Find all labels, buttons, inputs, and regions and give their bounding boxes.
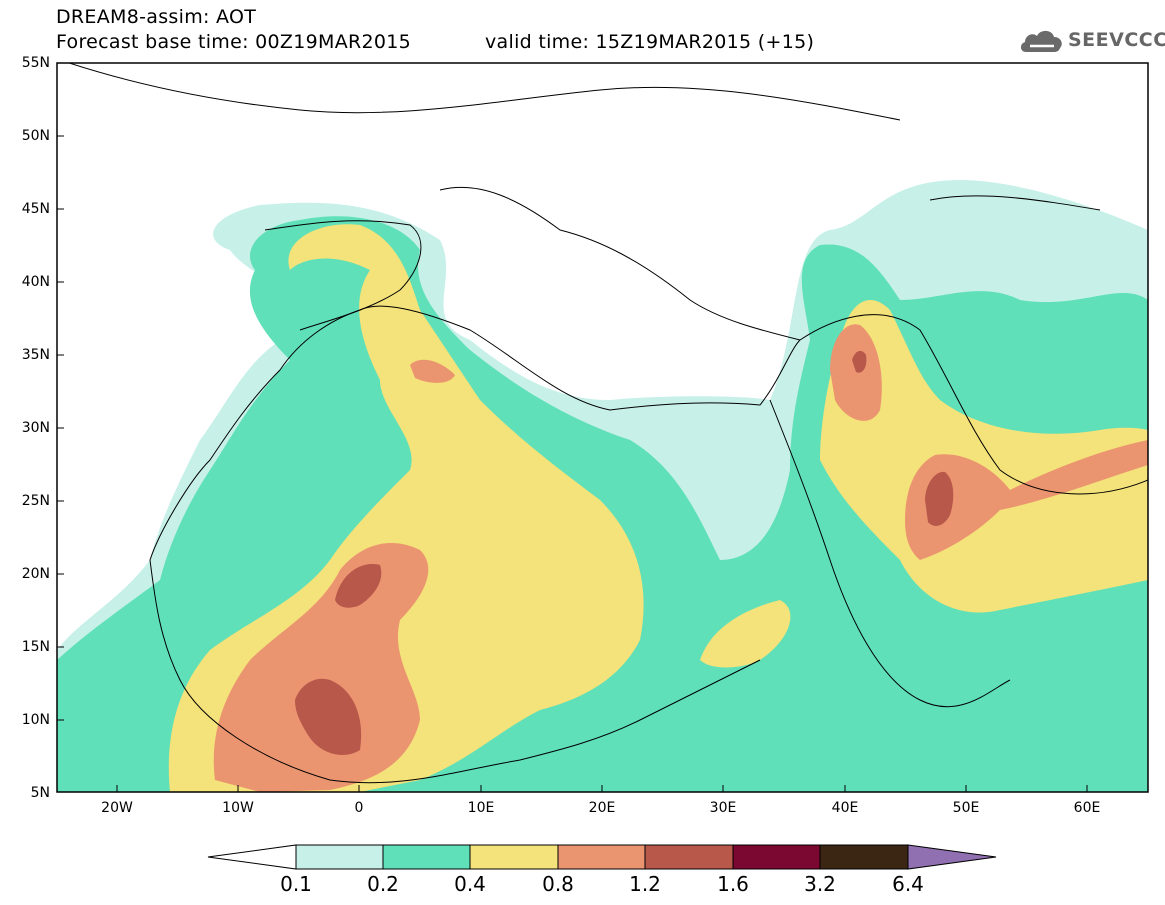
colorbar-tick-label: 0.2 xyxy=(367,872,399,896)
colorbar-swatch-0.1 xyxy=(295,844,384,870)
colorbar-upper-arrow xyxy=(907,844,997,870)
colorbar-swatch-0.8 xyxy=(557,844,646,870)
lon-tick-label: 40E xyxy=(831,800,859,816)
colorbar-tick-label: 0.1 xyxy=(280,872,312,896)
colorbar-tick-label: 0.4 xyxy=(454,872,486,896)
lat-tick-label: 40N xyxy=(21,274,50,290)
aot-field xyxy=(57,180,1148,792)
colorbar-lower-arrow xyxy=(207,844,297,870)
colorbar xyxy=(207,844,997,870)
colorbar-tick-label: 1.6 xyxy=(717,872,749,896)
logo-text: SEEVCCC xyxy=(1068,29,1165,51)
lat-tick-label: 50N xyxy=(21,128,50,144)
lon-tick-label: 10E xyxy=(467,800,495,816)
colorbar-tick-label: 3.2 xyxy=(804,872,836,896)
lon-tick-label: 0 xyxy=(354,800,364,816)
lon-tick-label: 30E xyxy=(709,800,737,816)
lat-tick-label: 45N xyxy=(21,201,50,217)
lon-tick-label: 50E xyxy=(952,800,980,816)
colorbar-swatch-3.2 xyxy=(819,844,909,870)
lat-tick-label: 55N xyxy=(21,55,50,71)
aot-layer-0.8b xyxy=(830,324,882,421)
aot-layer-1.2b xyxy=(295,678,362,755)
lat-tick-label: 10N xyxy=(21,712,50,728)
forecast-base-time: Forecast base time: 00Z19MAR2015 xyxy=(56,31,412,53)
aot-layer-1.2d xyxy=(852,350,867,373)
lon-tick-label: 20E xyxy=(588,800,616,816)
aot-layer-1.2c xyxy=(925,471,954,526)
valid-time: valid time: 15Z19MAR2015 (+15) xyxy=(485,31,815,53)
colorbar-tick-label: 6.4 xyxy=(892,872,924,896)
colorbar-swatch-1.2 xyxy=(644,844,734,870)
lon-tick-label: 60E xyxy=(1073,800,1101,816)
coastlines xyxy=(67,63,1148,784)
colorbar-swatch-0.2 xyxy=(382,844,471,870)
lat-tick-label: 35N xyxy=(21,347,50,363)
lat-tick-label: 15N xyxy=(21,639,50,655)
lat-tick-label: 25N xyxy=(21,493,50,509)
colorbar-tick-label: 1.2 xyxy=(629,872,661,896)
aot-layer-0.4c xyxy=(700,600,791,668)
colorbar-swatch-1.6 xyxy=(732,844,821,870)
lat-tick-label: 30N xyxy=(21,420,50,436)
colorbar-tick-label: 0.8 xyxy=(542,872,574,896)
cloud-icon xyxy=(1020,30,1062,52)
aot-layer-0.8 xyxy=(213,542,429,792)
aot-layer-0.4b xyxy=(820,300,1148,613)
map-title: DREAM8-assim: AOT xyxy=(56,6,257,28)
tick-marks xyxy=(57,62,1088,792)
lon-tick-label: 10W xyxy=(222,800,254,816)
lat-tick-label: 5N xyxy=(30,785,50,801)
aot-layer-1.2 xyxy=(335,564,382,608)
aot-layer-0.8d xyxy=(410,359,455,383)
aot-layer-0.8c xyxy=(905,440,1148,560)
lon-tick-label: 20W xyxy=(101,800,133,816)
seevccc-logo: SEEVCCC xyxy=(1018,24,1165,58)
colorbar-swatch-0.4 xyxy=(469,844,559,870)
lat-tick-label: 20N xyxy=(21,566,50,582)
